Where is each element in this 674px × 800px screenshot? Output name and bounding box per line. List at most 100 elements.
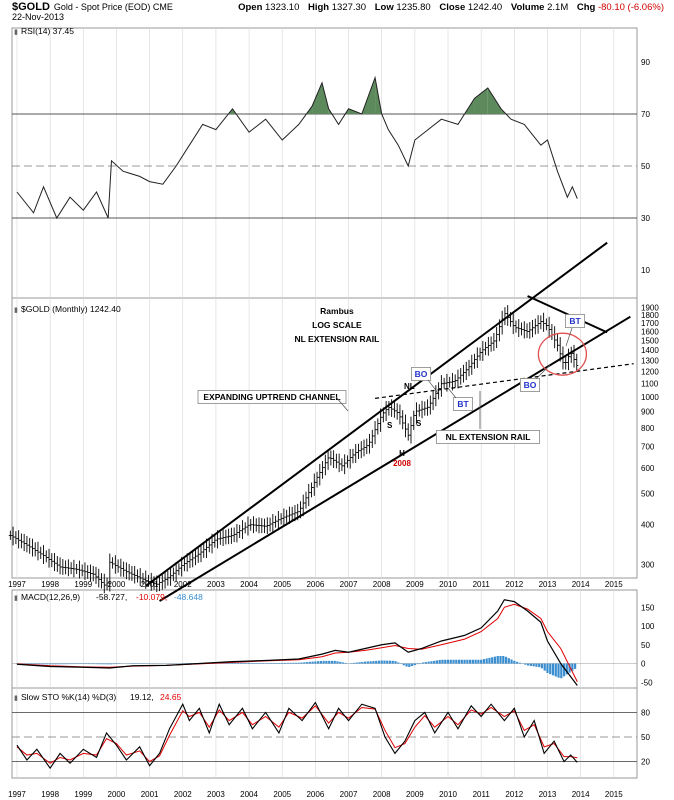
time-axis-label-bottom: 2011 <box>473 790 491 799</box>
time-axis-label: 2005 <box>273 580 291 589</box>
macd-histogram-bar <box>364 661 367 664</box>
chg-label: Chg <box>576 2 596 13</box>
time-axis-label: 2013 <box>539 580 557 589</box>
chart-date: 22-Nov-2013 <box>12 12 65 22</box>
macd-histogram-bar <box>112 663 115 665</box>
price-tick-label: 1400 <box>641 346 659 355</box>
macd-histogram-bar <box>386 660 389 664</box>
macd-histogram-bar <box>527 663 530 666</box>
macd-legend-signal-value: -48.648 <box>174 592 203 602</box>
macd-histogram-bar <box>46 663 49 665</box>
callout-bt-1: BT <box>457 399 469 409</box>
rsi-extreme-fill <box>487 88 502 114</box>
time-axis-label-bottom: 2001 <box>141 790 159 799</box>
macd-histogram-bar <box>109 663 113 665</box>
macd-histogram-bar <box>422 662 425 664</box>
macd-histogram-bar <box>405 663 408 667</box>
label-left-shoulder: S <box>387 421 393 430</box>
macd-histogram-bar <box>225 662 229 664</box>
macd-histogram-bar <box>317 661 320 664</box>
time-axis-label-bottom: 2015 <box>605 790 623 799</box>
macd-histogram-bar <box>256 663 259 664</box>
time-axis-label: 2014 <box>572 580 590 589</box>
sto-tick-label: 20 <box>641 758 650 767</box>
macd-histogram-bar <box>278 662 281 664</box>
macd-histogram-bar <box>430 661 433 664</box>
macd-histogram-bar <box>311 661 314 664</box>
time-axis-label: 1997 <box>8 580 26 589</box>
macd-histogram-bar <box>358 662 361 664</box>
close-label: Close <box>439 2 466 13</box>
quote-bar: Open 1323.10 High 1327.30 Low 1235.80 Cl… <box>232 2 664 13</box>
price-tick-label: 1700 <box>641 319 659 328</box>
macd-histogram-bar <box>455 659 458 664</box>
macd-histogram-bar <box>515 661 519 664</box>
price-legend: $GOLD (Monthly) 1242.40 <box>21 304 121 314</box>
macd-histogram-bar <box>416 663 419 665</box>
macd-histogram-bar <box>51 663 54 665</box>
label-neckline: NL <box>404 382 415 391</box>
macd-histogram-bar <box>493 656 497 664</box>
macd-histogram-bar <box>267 663 270 664</box>
macd-histogram-bar <box>84 663 88 665</box>
macd-histogram-bar <box>79 663 82 665</box>
time-axis-label-bottom: 2006 <box>306 790 324 799</box>
price-tick-label: 1000 <box>641 393 659 402</box>
macd-histogram-bar <box>231 662 234 664</box>
macd-histogram-bar <box>477 659 480 664</box>
macd-histogram-bar <box>333 660 336 664</box>
macd-histogram-bar <box>297 662 300 664</box>
macd-histogram-bar <box>427 661 430 664</box>
macd-histogram-bar <box>424 662 428 664</box>
macd-histogram-bar <box>375 660 378 664</box>
macd-histogram-bar <box>469 659 472 664</box>
price-tick-label: 900 <box>641 408 655 417</box>
macd-histogram-bar <box>245 662 248 664</box>
macd-histogram-bar <box>76 663 79 665</box>
macd-histogram-bar <box>57 663 60 665</box>
macd-panel-frame <box>11 589 638 689</box>
macd-histogram-bar <box>107 663 110 665</box>
sto-legend-marker: ▮ <box>14 695 18 702</box>
macd-histogram-bar <box>239 662 242 664</box>
rsi-line <box>16 75 578 220</box>
macd-histogram-bar <box>480 659 483 664</box>
macd-histogram-bar <box>54 663 57 665</box>
macd-histogram-bar <box>435 660 439 664</box>
macd-histogram-bar <box>87 663 90 665</box>
time-axis-label: 2015 <box>605 580 623 589</box>
macd-histogram-bar <box>474 659 477 664</box>
macd-histogram-bar <box>93 663 96 665</box>
sto-d-line <box>16 705 578 764</box>
label-uptrend-channel: EXPANDING UPTREND CHANNEL <box>203 392 340 402</box>
macd-histogram-bar <box>101 663 104 665</box>
time-axis-label-bottom: 2007 <box>340 790 358 799</box>
time-axis-label: 2006 <box>306 580 324 589</box>
macd-histogram-bar <box>308 661 311 664</box>
macd-histogram-bar <box>546 663 549 673</box>
macd-histogram-bar <box>283 662 287 664</box>
macd-histogram-bar <box>438 660 441 664</box>
time-axis-label-bottom: 2000 <box>108 790 126 799</box>
rsi-extreme-fill <box>312 82 323 114</box>
time-axis-label-bottom: 2005 <box>273 790 291 799</box>
macd-histogram-bar <box>29 663 32 665</box>
time-axis-label-bottom: 2009 <box>406 790 424 799</box>
low-label: Low <box>374 2 394 13</box>
macd-histogram-bar <box>535 663 538 667</box>
macd-histogram-bar <box>540 663 544 669</box>
macd-histogram-bar <box>303 662 306 664</box>
macd-histogram-bar <box>433 660 436 664</box>
macd-histogram-bar <box>228 662 231 664</box>
macd-histogram-bar <box>413 663 416 666</box>
chg-value: -80.10 (-6.06%) <box>597 2 664 13</box>
macd-histogram-bar <box>388 660 392 664</box>
breakout-circle <box>537 332 588 376</box>
macd-tick-label: 50 <box>641 641 650 650</box>
macd-histogram-bar <box>281 662 284 664</box>
macd-histogram-bar <box>60 663 63 665</box>
label-right-shoulder: S <box>416 419 422 428</box>
callout-leader <box>335 396 349 412</box>
price-legend-marker: ▮ <box>14 307 18 314</box>
